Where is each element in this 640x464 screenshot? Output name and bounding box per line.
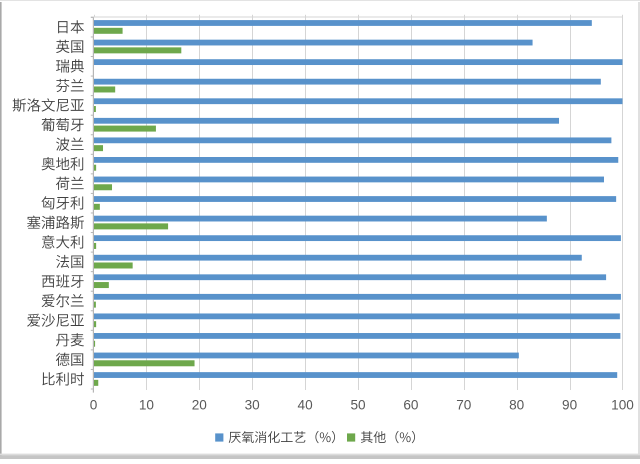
svg-text:70: 70 [456,398,472,413]
svg-text:30: 30 [245,398,261,413]
svg-text:0: 0 [90,398,98,413]
svg-text:80: 80 [509,398,525,413]
svg-text:50: 50 [350,398,366,413]
svg-text:100: 100 [611,398,634,413]
svg-text:10: 10 [139,398,155,413]
svg-text:40: 40 [298,398,314,413]
svg-text:60: 60 [403,398,419,413]
svg-text:20: 20 [192,398,208,413]
svg-text:90: 90 [562,398,578,413]
